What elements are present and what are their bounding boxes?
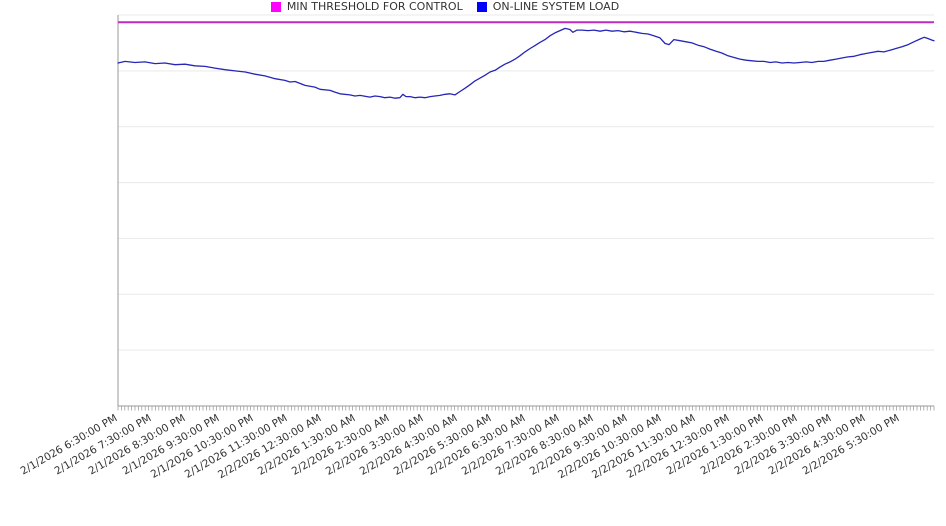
legend-item-online-system-load[interactable]: ON-LINE SYSTEM LOAD bbox=[476, 0, 620, 13]
legend-label-min-threshold: MIN THRESHOLD FOR CONTROL bbox=[286, 0, 463, 13]
legend-item-min-threshold[interactable]: MIN THRESHOLD FOR CONTROL bbox=[270, 0, 463, 13]
legend-label-online-system-load: ON-LINE SYSTEM LOAD bbox=[492, 0, 620, 13]
legend-swatch-online-system-load-icon bbox=[476, 1, 487, 12]
online-system-load-line bbox=[117, 27, 935, 99]
chart-legend: MIN THRESHOLD FOR CONTROL ON-LINE SYSTEM… bbox=[0, 0, 890, 13]
legend-swatch-min-threshold-icon bbox=[270, 1, 281, 12]
